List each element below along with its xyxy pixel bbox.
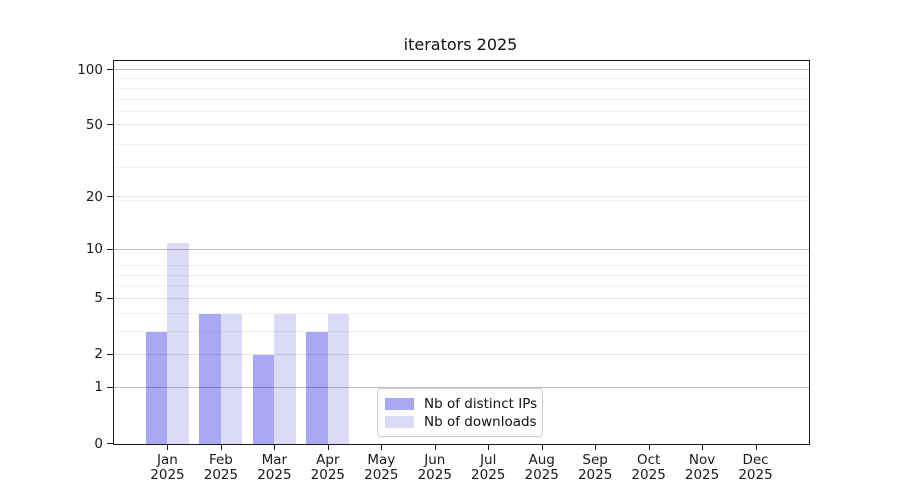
bar-distinct-ips — [145, 331, 168, 444]
x-tick-mark — [595, 445, 597, 450]
gridline — [114, 353, 809, 355]
minor-gridline — [114, 200, 809, 202]
minor-gridline — [114, 78, 809, 80]
minor-gridline — [114, 98, 809, 100]
legend-swatch-downloads-icon — [385, 416, 414, 428]
x-tick-label: Oct 2025 — [631, 452, 666, 483]
legend-label-distinct-ips: Nb of distinct IPs — [424, 396, 538, 412]
major-gridline — [114, 386, 809, 388]
bar-downloads — [220, 313, 243, 444]
y-tick-mark — [107, 386, 113, 388]
minor-gridline — [114, 264, 809, 266]
x-tick-label: Jan 2025 — [150, 452, 185, 483]
minor-gridline — [114, 285, 809, 287]
plot-area — [113, 60, 810, 445]
major-gridline — [114, 69, 809, 71]
gridline — [114, 196, 809, 198]
major-gridline — [114, 248, 809, 250]
legend: Nb of distinct IPs Nb of downloads — [377, 388, 543, 437]
gridline — [114, 297, 809, 299]
bar-distinct-ips — [252, 355, 275, 444]
x-tick-mark — [541, 445, 543, 450]
x-tick-label: Mar 2025 — [257, 452, 292, 483]
y-tick-mark — [107, 196, 113, 198]
x-tick-mark — [434, 445, 436, 450]
y-tick-mark — [107, 124, 113, 126]
x-tick-label: Nov 2025 — [684, 452, 720, 483]
x-tick-mark — [327, 445, 329, 450]
legend-swatch-distinct-ips-icon — [385, 398, 414, 410]
y-tick-label: 1 — [94, 379, 103, 396]
minor-gridline — [114, 167, 809, 169]
bar-downloads — [167, 242, 189, 444]
x-tick-label: Aug 2025 — [524, 452, 559, 483]
legend-entry-downloads: Nb of downloads — [385, 413, 537, 431]
minor-gridline — [114, 87, 809, 89]
x-tick-label: Jul 2025 — [471, 452, 506, 483]
x-tick-mark — [167, 445, 169, 450]
x-tick-label: May 2025 — [364, 452, 399, 483]
y-tick-label: 20 — [85, 188, 103, 205]
x-tick-label: Sep 2025 — [577, 452, 613, 483]
y-tick-mark — [107, 443, 113, 444]
x-tick-label: Apr 2025 — [310, 452, 346, 483]
y-tick-mark — [107, 297, 113, 299]
chart-title: iterators 2025 — [403, 35, 518, 54]
y-tick-mark — [107, 69, 113, 71]
x-tick-mark — [702, 445, 704, 450]
bar-distinct-ips — [306, 331, 328, 444]
minor-gridline — [114, 312, 809, 314]
y-tick-label: 5 — [94, 290, 103, 307]
minor-gridline — [114, 330, 809, 332]
y-tick-label: 2 — [94, 346, 103, 363]
bar-downloads — [327, 313, 350, 444]
legend-entry-distinct-ips: Nb of distinct IPs — [385, 395, 538, 413]
x-tick-mark — [381, 445, 383, 450]
x-tick-mark — [488, 445, 490, 450]
x-tick-mark — [220, 445, 222, 450]
y-tick-mark — [107, 353, 113, 355]
bar-distinct-ips — [199, 313, 221, 444]
minor-gridline — [114, 111, 809, 113]
x-tick-mark — [755, 445, 757, 450]
x-tick-label: Jun 2025 — [417, 452, 452, 483]
y-tick-label: 50 — [85, 116, 103, 133]
gridline — [114, 124, 809, 126]
minor-gridline — [114, 144, 809, 146]
x-tick-mark — [648, 445, 650, 450]
y-tick-label: 100 — [77, 61, 103, 78]
x-tick-label: Feb 2025 — [203, 452, 239, 483]
minor-gridline — [114, 274, 809, 276]
y-tick-label: 10 — [85, 241, 103, 258]
y-tick-label: 0 — [94, 435, 103, 452]
x-tick-mark — [274, 445, 276, 450]
bar-downloads — [274, 313, 296, 444]
y-tick-mark — [107, 248, 113, 250]
legend-label-downloads: Nb of downloads — [424, 414, 537, 430]
x-tick-label: Dec 2025 — [738, 452, 773, 483]
